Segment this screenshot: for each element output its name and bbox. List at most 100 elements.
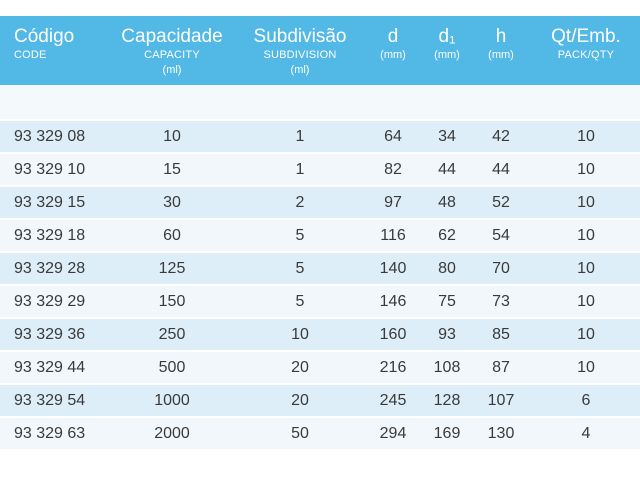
cell-subdivision: 5 bbox=[295, 260, 305, 277]
table-row: 93 329 63 2000 50 294 169 130 4 bbox=[0, 416, 640, 449]
cell-d1: 34 bbox=[438, 128, 456, 145]
header-d-unit: (mm) bbox=[380, 49, 406, 61]
cell-capacity: 60 bbox=[163, 227, 181, 244]
cell-d: 245 bbox=[379, 392, 407, 409]
header-d-title: d bbox=[387, 26, 399, 47]
cell-d1: 108 bbox=[433, 359, 461, 376]
cell-capacity: 250 bbox=[158, 326, 186, 343]
header-subdivision: Subdivisão SUBDIVISION (ml) bbox=[240, 16, 360, 85]
cell-subdivision: 5 bbox=[295, 293, 305, 310]
cell-subdivision: 50 bbox=[291, 425, 309, 442]
cell-qty: 10 bbox=[577, 293, 595, 310]
cell-d: 160 bbox=[379, 326, 407, 343]
cell-capacity: 15 bbox=[163, 161, 181, 178]
table-row: 93 329 29 150 5 146 75 73 10 bbox=[0, 284, 640, 317]
cell-code: 93 329 54 bbox=[14, 392, 86, 409]
cell-subdivision: 1 bbox=[295, 161, 305, 178]
cell-d1: 75 bbox=[438, 293, 456, 310]
cell-qty: 4 bbox=[581, 425, 591, 442]
header-capacity-title: Capacidade bbox=[121, 26, 223, 47]
table-row: 93 329 18 60 5 116 62 54 10 bbox=[0, 218, 640, 251]
table-body: 93 329 08 10 1 64 34 42 10 93 329 10 15 1 82 44 44 10… bbox=[0, 85, 640, 449]
cell-h: 44 bbox=[492, 161, 510, 178]
cell-capacity: 150 bbox=[158, 293, 186, 310]
cell-subdivision: 1 bbox=[295, 128, 305, 145]
header-qty: Qt/Emb. PACK/QTY bbox=[538, 16, 634, 85]
cell-h: 42 bbox=[492, 128, 510, 145]
cell-capacity: 30 bbox=[163, 194, 181, 211]
cell-d1: 44 bbox=[438, 161, 456, 178]
cell-d: 97 bbox=[384, 194, 402, 211]
cell-d: 216 bbox=[379, 359, 407, 376]
cell-code: 93 329 63 bbox=[14, 425, 86, 442]
cell-subdivision: 10 bbox=[291, 326, 309, 343]
cell-d: 116 bbox=[380, 227, 406, 244]
header-code-subtitle: CODE bbox=[14, 49, 47, 61]
cell-code: 93 329 15 bbox=[14, 194, 86, 211]
header-d1-unit: (mm) bbox=[434, 49, 460, 61]
cell-capacity: 125 bbox=[158, 260, 186, 277]
cell-subdivision: 20 bbox=[291, 392, 309, 409]
header-h-unit: (mm) bbox=[488, 49, 514, 61]
cell-qty: 10 bbox=[577, 161, 595, 178]
table-row: 93 329 10 15 1 82 44 44 10 bbox=[0, 152, 640, 185]
cell-h: 54 bbox=[492, 227, 510, 244]
cell-subdivision: 5 bbox=[295, 227, 305, 244]
cell-qty: 6 bbox=[581, 392, 591, 409]
cell-h: 87 bbox=[492, 359, 510, 376]
header-h-title: h bbox=[495, 26, 507, 47]
header-code-title: Código bbox=[14, 26, 75, 47]
cell-d: 146 bbox=[379, 293, 407, 310]
header-d1-title: d₁ bbox=[438, 26, 456, 47]
cell-d1: 128 bbox=[433, 392, 461, 409]
header-qty-title: Qt/Emb. bbox=[551, 26, 621, 47]
table-row: 93 329 28 125 5 140 80 70 10 bbox=[0, 251, 640, 284]
cell-d: 82 bbox=[384, 161, 402, 178]
cell-qty: 10 bbox=[577, 227, 595, 244]
header-subdivision-subtitle: SUBDIVISION bbox=[263, 49, 337, 61]
cell-h: 70 bbox=[492, 260, 510, 277]
cell-h: 130 bbox=[487, 425, 515, 442]
cell-d: 140 bbox=[379, 260, 407, 277]
table-row: 93 329 36 250 10 160 93 85 10 bbox=[0, 317, 640, 350]
cell-code: 93 329 29 bbox=[14, 293, 86, 310]
table-row: 93 329 54 1000 20 245 128 107 6 bbox=[0, 383, 640, 416]
cell-code: 93 329 28 bbox=[14, 260, 86, 277]
header-d1: d₁ (mm) bbox=[422, 16, 472, 85]
cell-code: 93 329 18 bbox=[14, 227, 86, 244]
cell-capacity: 10 bbox=[163, 128, 181, 145]
cell-subdivision: 2 bbox=[295, 194, 305, 211]
cell-d1: 48 bbox=[438, 194, 456, 211]
cell-capacity: 1000 bbox=[154, 392, 190, 409]
header-d: d (mm) bbox=[368, 16, 418, 85]
cell-code: 93 329 44 bbox=[14, 359, 86, 376]
cell-qty: 10 bbox=[577, 128, 595, 145]
header-qty-subtitle: PACK/QTY bbox=[557, 49, 615, 61]
cell-qty: 10 bbox=[577, 260, 595, 277]
table-header: Código CODE Capacidade CAPACITY (ml) Sub… bbox=[0, 16, 640, 85]
cell-code: 93 329 36 bbox=[14, 326, 86, 343]
header-subdivision-title: Subdivisão bbox=[253, 26, 347, 47]
cell-subdivision: 20 bbox=[291, 359, 309, 376]
cell-capacity: 2000 bbox=[154, 425, 190, 442]
header-code: Código CODE bbox=[14, 16, 124, 85]
table-row: 93 329 44 500 20 216 108 87 10 bbox=[0, 350, 640, 383]
cell-d: 64 bbox=[384, 128, 402, 145]
cell-qty: 10 bbox=[577, 326, 595, 343]
header-subdivision-unit: (ml) bbox=[290, 64, 310, 76]
cell-d: 294 bbox=[379, 425, 407, 442]
cell-qty: 10 bbox=[577, 194, 595, 211]
cell-d1: 93 bbox=[438, 326, 456, 343]
table-row: 93 329 08 10 1 64 34 42 10 bbox=[0, 119, 640, 152]
header-h: h (mm) bbox=[476, 16, 526, 85]
table-row: 93 329 15 30 2 97 48 52 10 bbox=[0, 185, 640, 218]
cell-d1: 80 bbox=[438, 260, 456, 277]
cell-h: 85 bbox=[492, 326, 510, 343]
cell-h: 52 bbox=[492, 194, 510, 211]
cell-code: 93 329 08 bbox=[14, 128, 86, 145]
cell-d1: 169 bbox=[433, 425, 461, 442]
header-capacity-unit: (ml) bbox=[162, 64, 182, 76]
cell-h: 73 bbox=[492, 293, 510, 310]
cell-d1: 62 bbox=[438, 227, 456, 244]
